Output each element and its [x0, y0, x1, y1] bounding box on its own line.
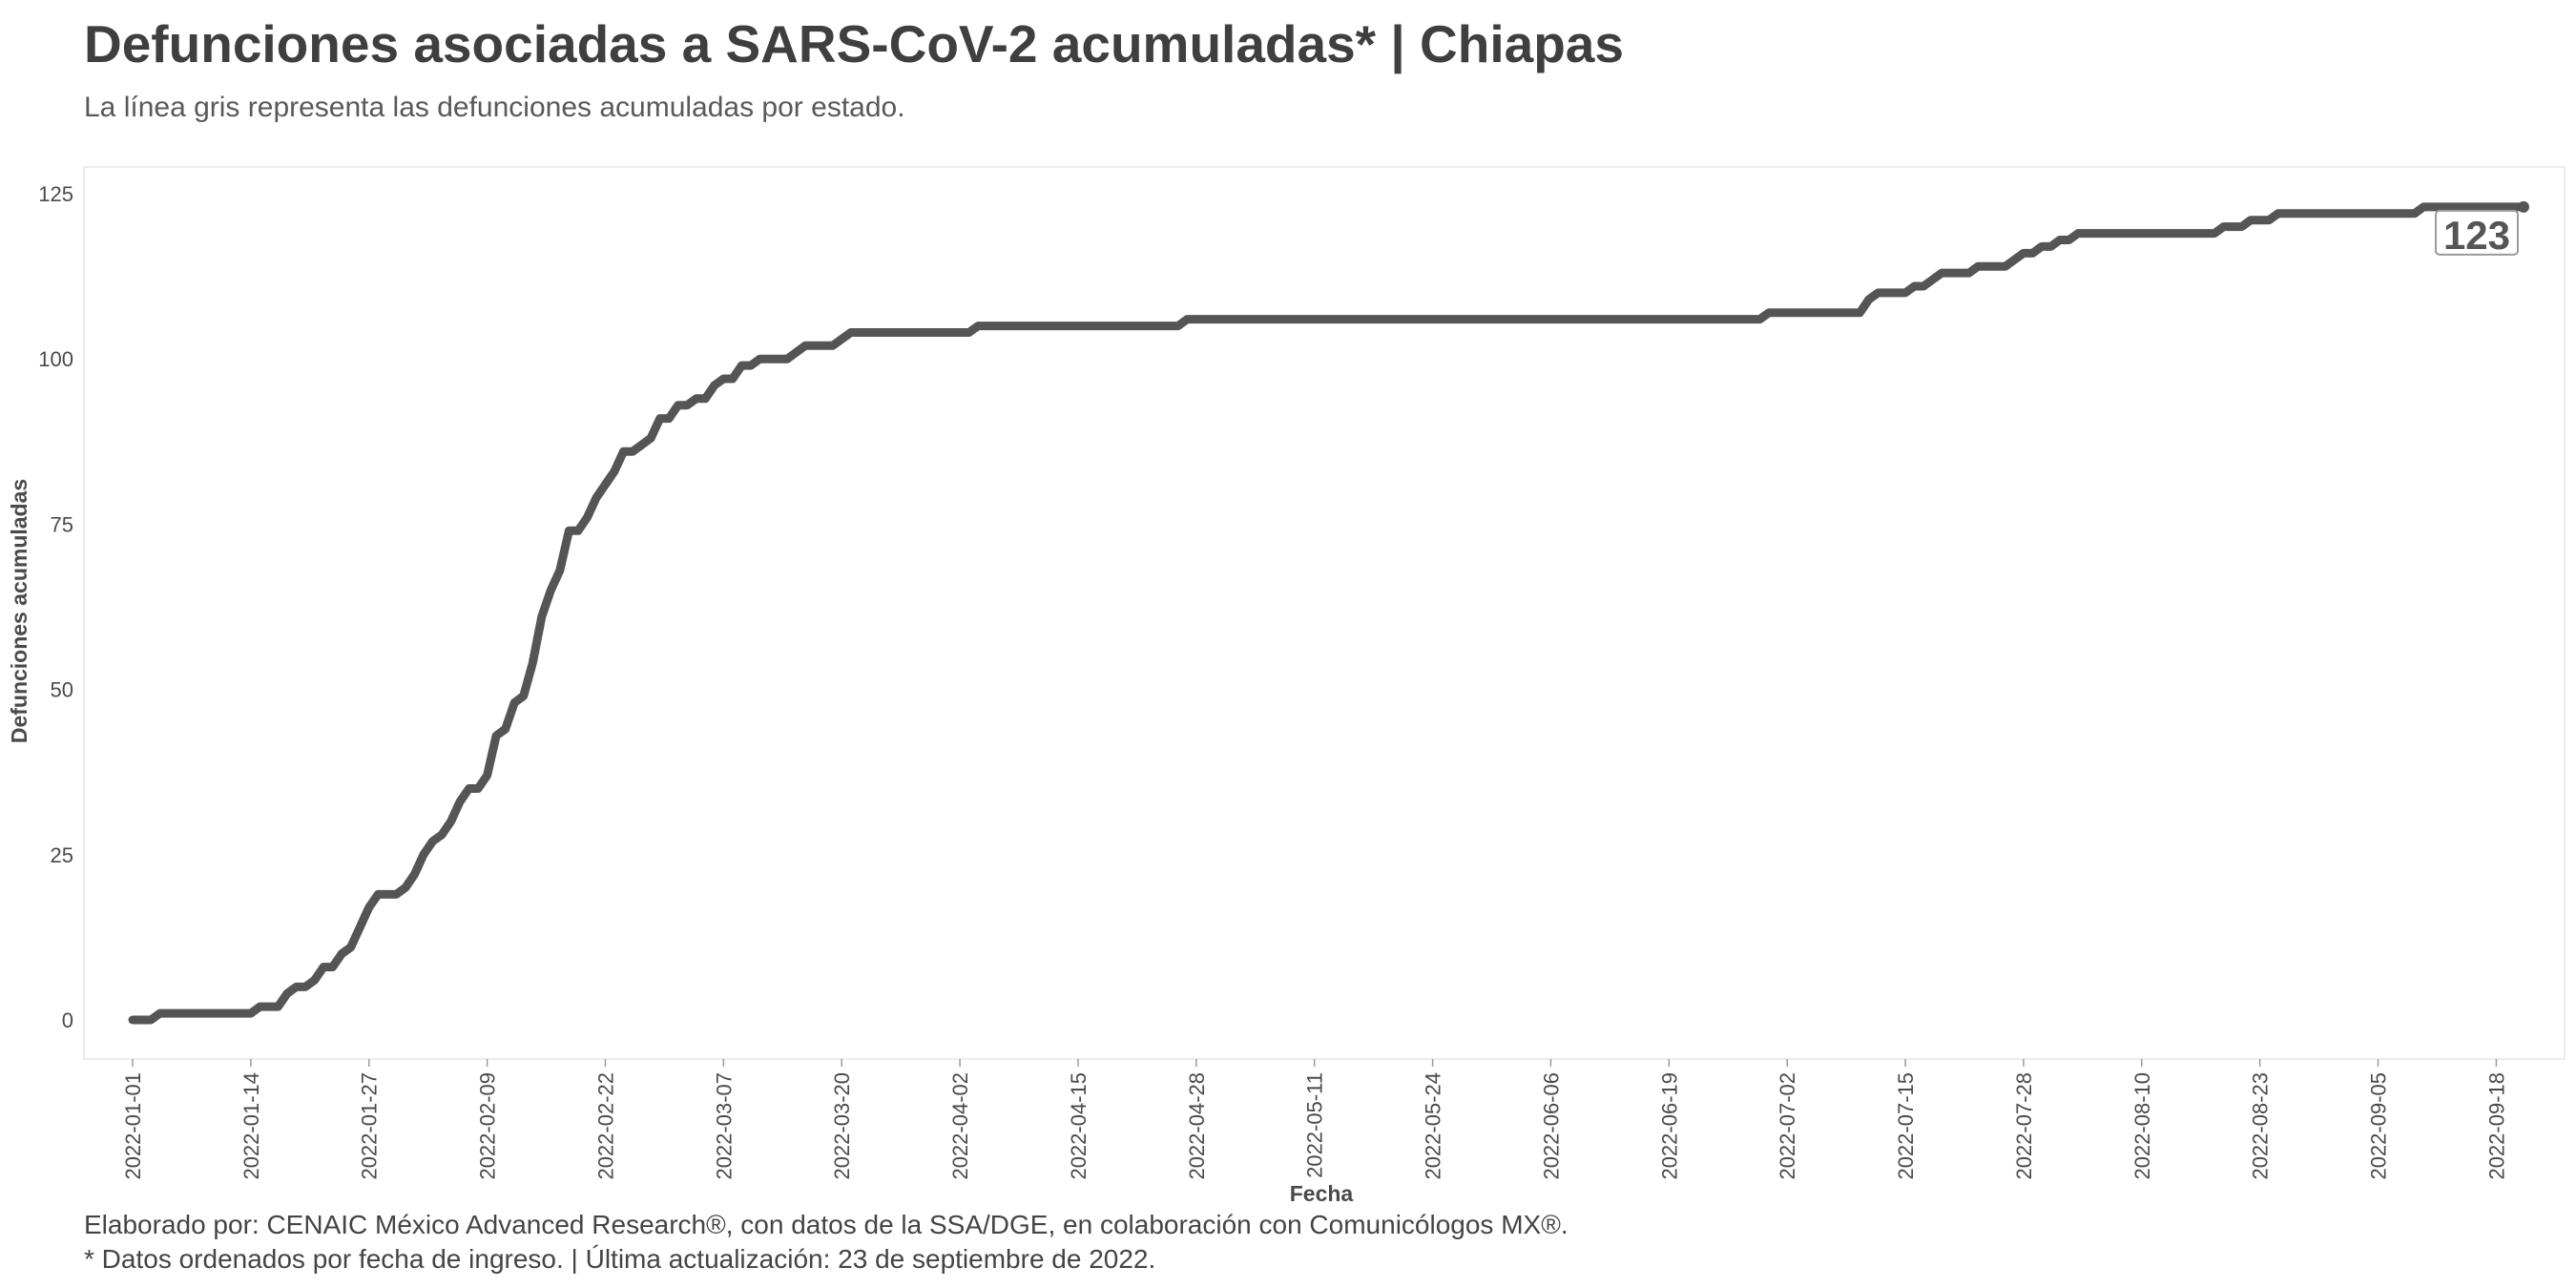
chart-subtitle: La línea gris representa las defunciones… [84, 92, 905, 123]
x-tick-label: 2022-05-11 [1303, 1072, 1327, 1178]
end-label-box [2435, 209, 2519, 256]
x-tick-label: 2022-04-28 [1185, 1072, 1209, 1180]
x-axis-title: Fecha [1290, 1181, 1354, 1206]
x-tick-label: 2022-02-22 [593, 1072, 617, 1180]
x-tick-label: 2022-06-19 [1657, 1072, 1681, 1180]
series-line [128, 202, 2528, 1025]
y-tick-label: 25 [51, 843, 73, 867]
x-tick-label: 2022-03-20 [830, 1072, 854, 1180]
x-tick-label: 2022-09-18 [2484, 1072, 2508, 1180]
x-tick-label: 2022-02-09 [476, 1072, 500, 1180]
x-tick-label: 2022-04-02 [948, 1072, 972, 1180]
x-tick-label: 2022-01-14 [239, 1072, 263, 1180]
y-axis-title: Defunciones acumuladas [7, 479, 31, 743]
plot-frame [83, 166, 2566, 1060]
x-tick-label: 2022-06-06 [1539, 1072, 1563, 1180]
x-tick-label: 2022-01-27 [358, 1072, 382, 1180]
x-tick-label: 2022-05-24 [1422, 1072, 1445, 1180]
y-tick-label: 75 [51, 512, 73, 536]
y-tick-label: 100 [38, 347, 73, 371]
y-tick-label: 0 [62, 1008, 73, 1032]
end-point [2518, 200, 2529, 213]
x-tick-label: 2022-07-15 [1894, 1072, 1918, 1180]
y-tick-label: 125 [38, 182, 73, 206]
x-tick-label: 2022-08-23 [2249, 1072, 2273, 1180]
y-tick-label: 50 [51, 678, 73, 702]
end-label: 123 [2443, 213, 2510, 258]
x-tick-label: 2022-09-05 [2367, 1072, 2391, 1180]
footer-note: * Datos ordenados por fecha de ingreso. … [84, 1244, 1156, 1274]
chart-title: Defunciones asociadas a SARS-CoV-2 acumu… [84, 14, 1624, 73]
footer-credits: Elaborado por: CENAIC México Advanced Re… [84, 1210, 1568, 1239]
x-tick-label: 2022-07-02 [1776, 1072, 1799, 1180]
x-tick-label: 2022-03-07 [712, 1072, 736, 1180]
x-tick-label: 2022-04-15 [1067, 1072, 1091, 1180]
x-tick-label: 2022-07-28 [2012, 1072, 2036, 1180]
x-tick-label: 2022-08-10 [2130, 1072, 2154, 1180]
x-tick-label: 2022-01-01 [121, 1072, 145, 1180]
